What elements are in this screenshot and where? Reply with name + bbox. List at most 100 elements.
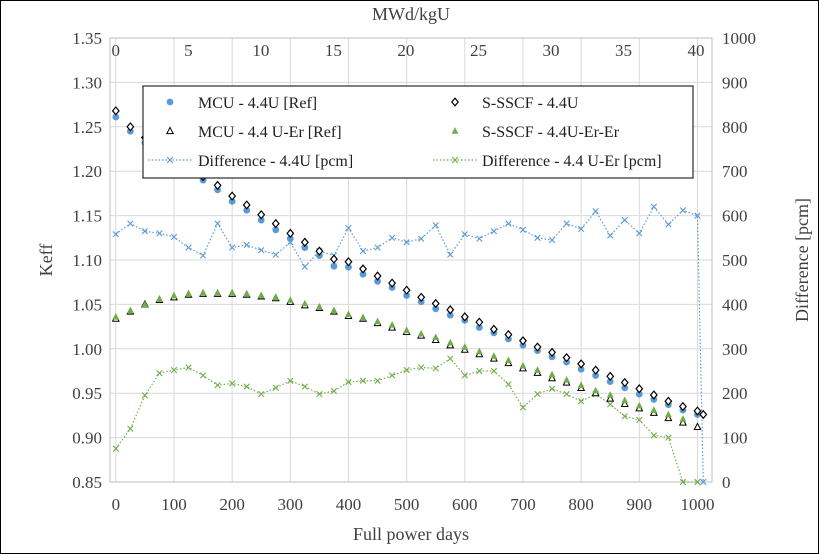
- data-point: [577, 381, 585, 389]
- data-point: [243, 383, 250, 390]
- x-stroke: [214, 220, 221, 227]
- data-point: [548, 236, 556, 244]
- data-point: [213, 180, 222, 191]
- data-point: [432, 222, 439, 229]
- data-point: [316, 390, 323, 398]
- data-point: [228, 380, 236, 387]
- data-point: [432, 305, 440, 313]
- data-point: [699, 409, 708, 420]
- data-point: [345, 378, 352, 386]
- data-point: [432, 333, 440, 341]
- data-point: [185, 364, 192, 371]
- x-stroke: [577, 398, 585, 405]
- data-point: [476, 367, 483, 375]
- y2-tick-label: 300: [722, 340, 748, 359]
- data-point: [403, 292, 411, 299]
- data-point: [403, 366, 410, 374]
- y2-tick-label: 400: [722, 295, 748, 314]
- y-axis-title: Keff: [36, 244, 56, 277]
- x-stroke: [534, 234, 541, 241]
- data-point: [446, 304, 455, 315]
- x-stroke: [199, 252, 207, 259]
- data-point: [461, 372, 468, 379]
- data-point: [272, 384, 279, 392]
- x-stroke: [287, 377, 294, 384]
- data-point: [345, 263, 352, 271]
- x-stroke: [490, 227, 498, 235]
- data-point: [228, 197, 236, 205]
- data-point: [403, 239, 410, 246]
- data-point: [141, 392, 149, 399]
- data-point: [112, 313, 120, 320]
- x-stroke: [199, 372, 207, 379]
- data-point: [562, 352, 571, 363]
- x-stroke: [141, 227, 149, 235]
- data-point: [243, 241, 250, 249]
- x-stroke: [345, 378, 352, 386]
- data-point: [199, 289, 207, 296]
- data-point: [592, 207, 599, 215]
- data-point: [126, 122, 135, 132]
- x-stroke: [636, 230, 643, 237]
- x2-tick-labels: 0 5 10 15 20 25 30 35 40: [112, 41, 705, 60]
- data-point: [620, 377, 629, 388]
- data-point: [577, 398, 585, 405]
- legend-label-mcu-44u: MCU - 4.4U [Ref]: [198, 95, 317, 112]
- legend-marker: [165, 126, 175, 135]
- series-line: [115, 357, 698, 483]
- data-point: [518, 336, 527, 346]
- x-stroke: [665, 221, 672, 228]
- x-stroke: [272, 384, 279, 392]
- data-point: [489, 324, 498, 334]
- data-point: [607, 232, 614, 239]
- data-point: [693, 406, 702, 416]
- data-point: [112, 231, 120, 238]
- data-point: [257, 291, 265, 299]
- data-point: [519, 404, 527, 411]
- data-point: [606, 378, 614, 386]
- data-point: [505, 356, 512, 364]
- data-point: [621, 384, 629, 392]
- x-tick-label: 1000: [680, 495, 714, 514]
- data-point: [650, 432, 658, 439]
- x-stroke: [330, 387, 338, 395]
- data-point: [359, 377, 367, 384]
- x-tick-label: 0: [112, 495, 121, 514]
- x-stroke: [563, 220, 570, 227]
- y-tick-label: 1.05: [72, 295, 102, 314]
- y-tick-label: 1.35: [72, 29, 102, 48]
- data-point: [505, 220, 512, 227]
- x-tick-label: 900: [627, 495, 653, 514]
- data-point: [678, 417, 687, 426]
- legend-label-sscf-44uer: S-SSCF - 4.4U-Er-Er: [482, 124, 620, 141]
- data-point: [228, 191, 237, 201]
- y-tick-label: 1.10: [72, 251, 102, 270]
- data-point: [417, 235, 425, 242]
- x-tick-label: 100: [161, 495, 187, 514]
- x-stroke: [359, 247, 367, 255]
- data-point: [664, 410, 672, 418]
- data-point: [243, 289, 251, 297]
- x-stroke: [170, 366, 178, 374]
- x-stroke: [141, 392, 149, 399]
- x2-tick-label: 40: [688, 41, 705, 60]
- y-tick-label: 1.15: [72, 207, 102, 226]
- data-point: [374, 277, 381, 285]
- x-stroke: [432, 222, 439, 229]
- data-point: [621, 413, 628, 420]
- x-stroke: [607, 232, 614, 239]
- data-point: [359, 270, 367, 278]
- legend-marker: [451, 97, 459, 107]
- data-point: [548, 373, 557, 382]
- x-stroke: [451, 156, 459, 164]
- data-point: [315, 303, 323, 310]
- x-stroke: [505, 381, 512, 388]
- series-sscf-44uer: [112, 289, 687, 422]
- x-stroke: [403, 366, 410, 374]
- x-stroke: [621, 413, 628, 420]
- data-point: [112, 113, 120, 121]
- x-tick-labels: 0 100 200 300 400 500 600 700 800 900 1000: [112, 495, 715, 514]
- data-point: [345, 310, 352, 317]
- y2-tick-label: 1000: [722, 29, 756, 48]
